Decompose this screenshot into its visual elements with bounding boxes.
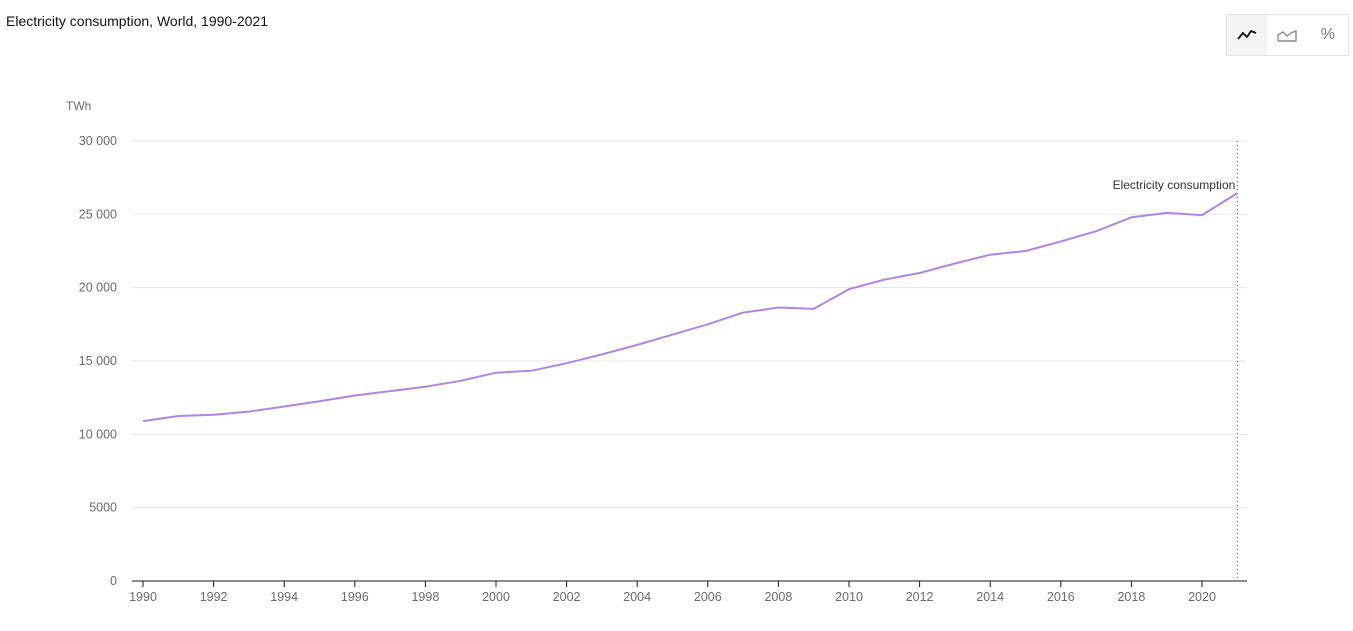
x-tick-label: 2006 [694,590,722,604]
x-tick-label: 1994 [270,590,298,604]
area-chart-icon [1277,30,1298,42]
y-tick-label: 25 000 [79,207,117,221]
x-tick-label: 2000 [482,590,510,604]
chart-title: Electricity consumption, World, 1990-202… [6,13,268,29]
y-tick-label: 0 [110,574,117,588]
x-axis-ticks: 1990 1992 1994 1996 1998 2000 2002 2004 2006 2008… [129,581,1216,604]
y-axis-ticks: 0 5000 10 000 15 000 20 000 25 000 30 000 [79,134,117,588]
x-tick-label: 2008 [764,590,792,604]
x-tick-label: 2016 [1047,590,1075,604]
y-axis-unit-label: TWh [66,99,91,113]
y-tick-label: 15 000 [79,354,117,368]
chart-view-toolbar: % [1226,14,1349,56]
percent-view-button[interactable]: % [1307,15,1348,55]
x-tick-label: 2012 [906,590,934,604]
x-tick-label: 1992 [200,590,228,604]
series-line[interactable] [142,192,1238,423]
line-view-button[interactable] [1227,15,1268,55]
area-view-button[interactable] [1267,15,1308,55]
x-tick-label: 2002 [553,590,581,604]
series-label: Electricity consumption [1113,178,1236,192]
x-tick-label: 1990 [129,590,157,604]
y-tick-label: 20 000 [79,281,117,295]
x-tick-label: 2020 [1188,590,1216,604]
percent-icon: % [1320,26,1335,43]
x-tick-label: 2014 [976,590,1004,604]
x-tick-label: 2018 [1117,590,1145,604]
x-tick-label: 2004 [623,590,651,604]
x-tick-label: 2010 [835,590,863,604]
y-tick-label: 5000 [89,501,117,515]
y-tick-label: 30 000 [79,134,117,148]
line-chart-icon [1237,30,1257,40]
x-tick-label: 1996 [341,590,369,604]
gridlines [132,140,1247,509]
y-tick-label: 10 000 [79,427,117,441]
x-tick-label: 1998 [411,590,439,604]
series-layer: Electricity consumption [142,178,1238,423]
